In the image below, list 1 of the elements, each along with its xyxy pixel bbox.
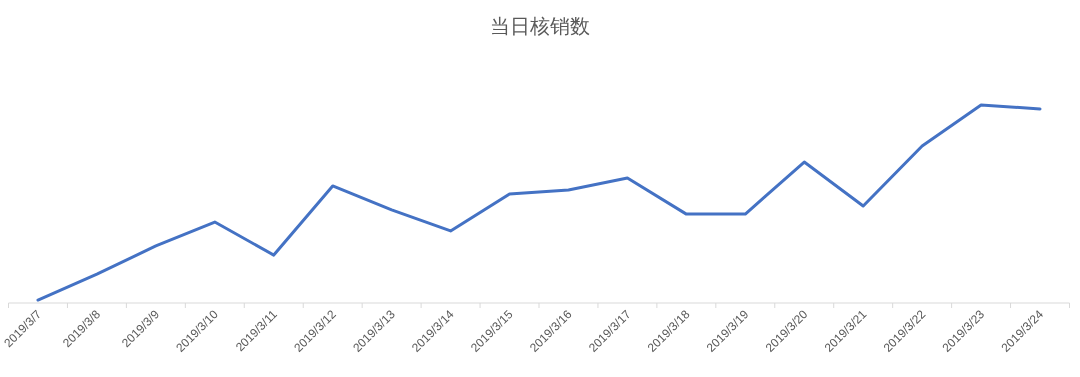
chart-title: 当日核销数 bbox=[490, 14, 590, 38]
